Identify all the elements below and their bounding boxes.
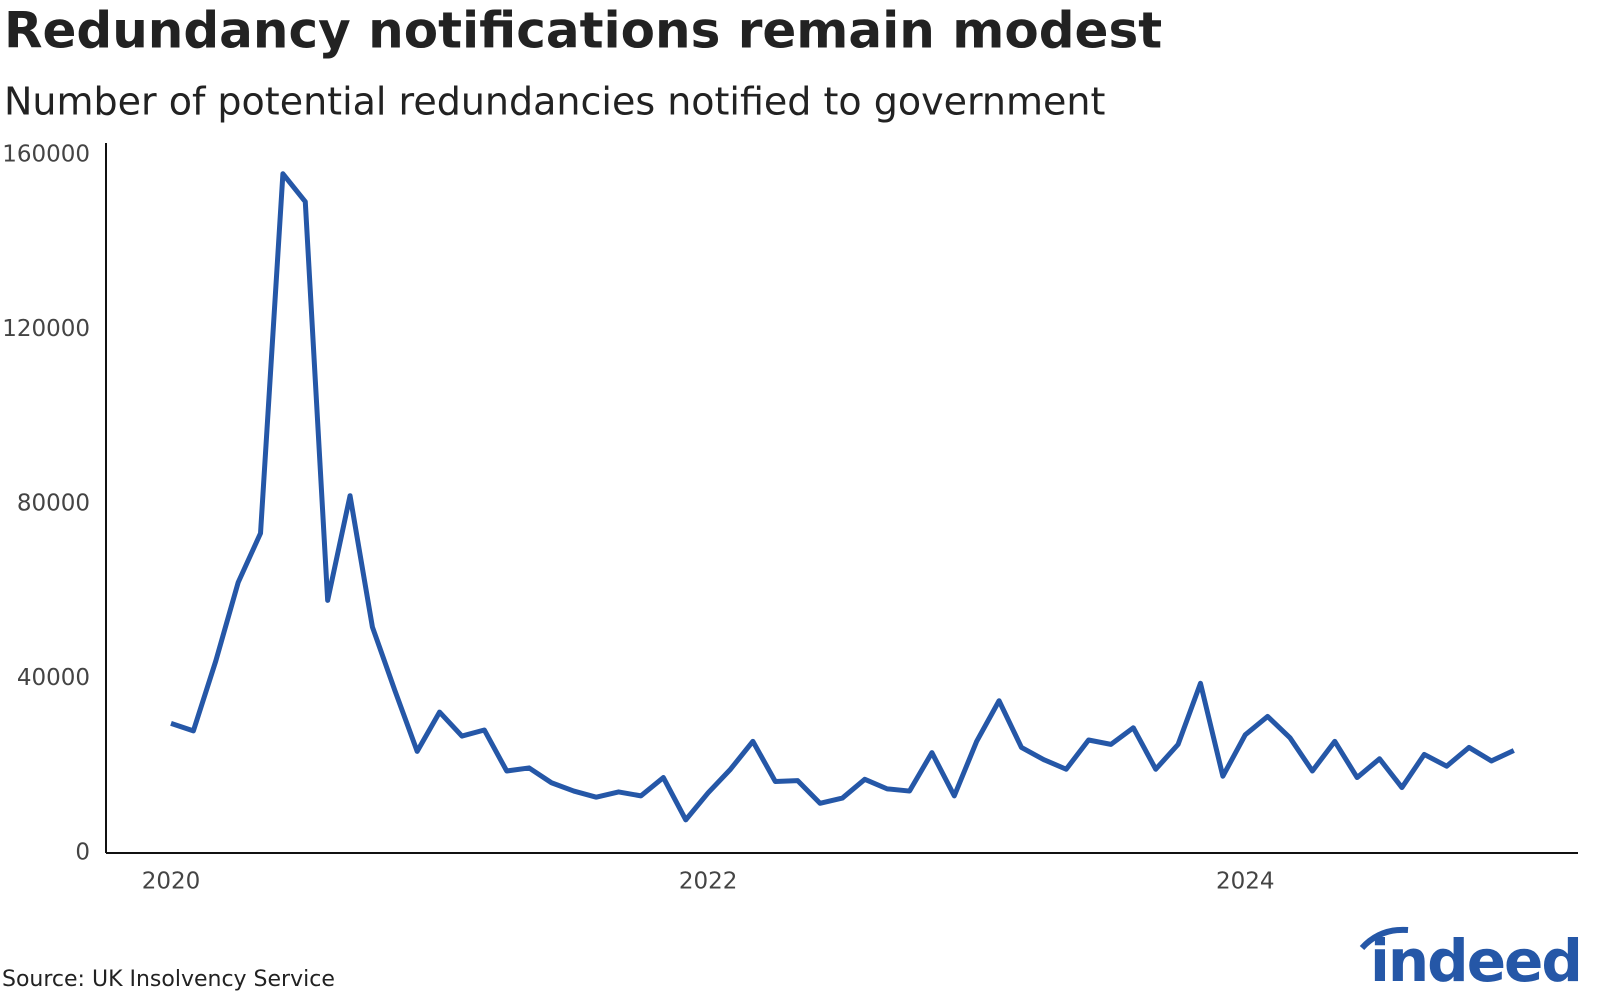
logo: indeed	[1370, 927, 1581, 995]
x-tick-label: 2020	[142, 869, 201, 895]
x-tick-label: 2024	[1216, 869, 1275, 895]
y-tick-label: 160000	[2, 142, 90, 168]
chart-title: Redundancy notifications remain modest	[4, 2, 1162, 60]
source: Source: UK Insolvency Service	[2, 967, 335, 992]
y-tick-label: 40000	[17, 665, 90, 691]
y-tick-label: 0	[75, 840, 90, 866]
y-tick-label: 120000	[2, 316, 90, 342]
x-tick-label: 2022	[679, 869, 738, 895]
logo-arc	[1359, 926, 1409, 951]
chart-subtitle: Number of potential redundancies notifie…	[4, 80, 1105, 124]
y-tick-label: 80000	[17, 491, 90, 517]
line	[170, 171, 1515, 823]
